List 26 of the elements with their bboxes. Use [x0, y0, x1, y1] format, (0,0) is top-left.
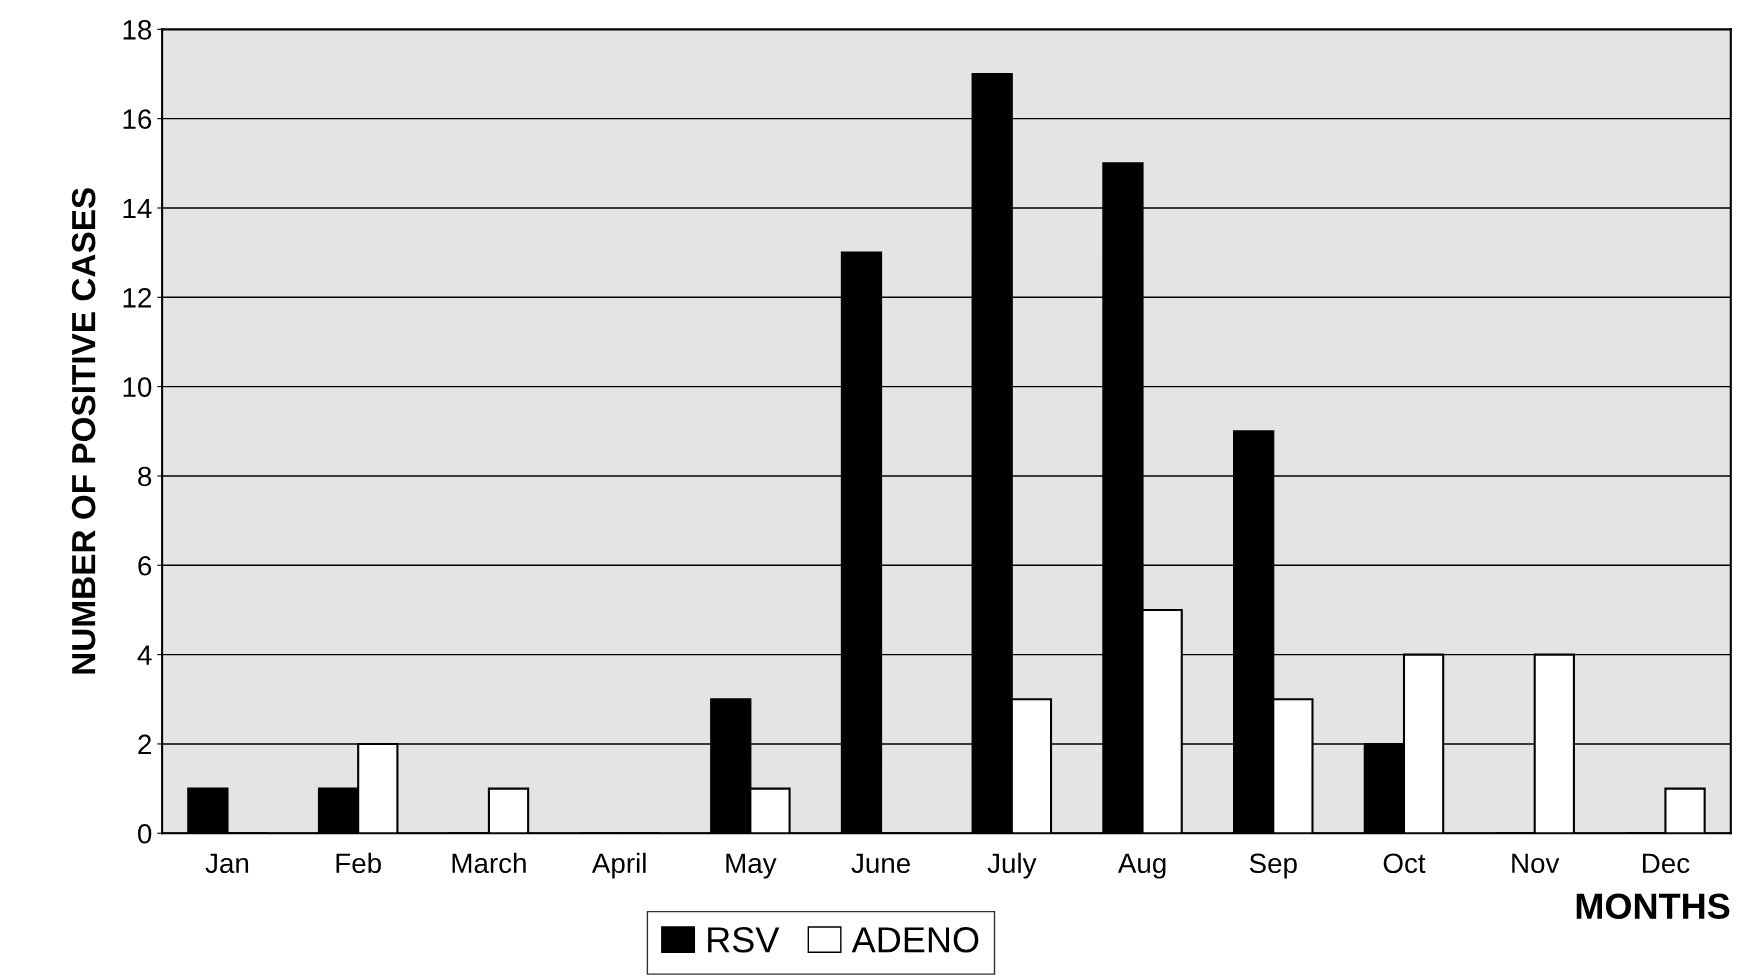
y-tick-label: 2 — [138, 734, 151, 754]
y-tick-label: 14 — [123, 198, 152, 219]
x-tick-label: Oct — [1383, 853, 1426, 874]
y-tick-label: 4 — [137, 645, 152, 665]
x-tick-label: June — [851, 853, 910, 874]
legend-label: ADENO — [851, 927, 979, 953]
x-tick-label: Jan — [205, 853, 249, 874]
y-tick-label: 16 — [123, 109, 152, 129]
y-tick-label: 6 — [138, 555, 152, 576]
y-tick-label: 0 — [138, 823, 152, 844]
x-tick-label: March — [452, 852, 526, 874]
x-tick-label: April — [591, 852, 646, 879]
y-tick-label: 10 — [123, 377, 152, 397]
x-axis-title: MONTHS — [1576, 893, 1730, 920]
x-tick-label: May — [726, 853, 777, 879]
legend-label: RSV — [708, 927, 780, 953]
y-tick-label: 12 — [123, 287, 151, 308]
y-tick-label: 18 — [123, 20, 152, 40]
x-tick-label: Dec — [1643, 853, 1690, 874]
x-tick-label: Nov — [1512, 853, 1560, 874]
x-tick-label: Feb — [336, 852, 381, 874]
x-tick-label: Sep — [1249, 853, 1297, 879]
y-axis-title: NUMBER OF POSITIVE CASES — [71, 188, 96, 674]
x-tick-label: Aug — [1117, 853, 1166, 879]
y-tick-label: 8 — [138, 466, 152, 487]
x-tick-label: July — [987, 852, 1037, 879]
